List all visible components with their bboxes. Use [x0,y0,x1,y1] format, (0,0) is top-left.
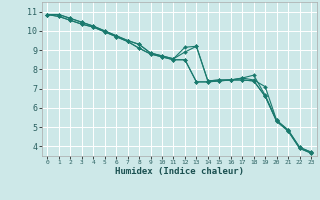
X-axis label: Humidex (Indice chaleur): Humidex (Indice chaleur) [115,167,244,176]
